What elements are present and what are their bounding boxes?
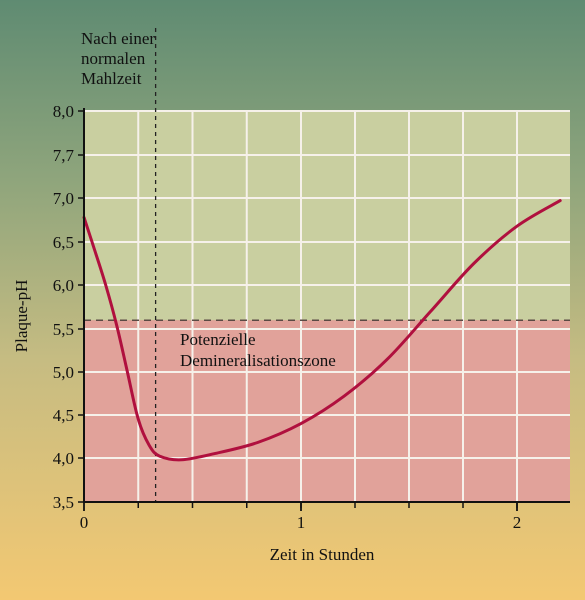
- meal-marker-label: Mahlzeit: [81, 69, 142, 88]
- x-tick-label: 1: [297, 513, 306, 532]
- y-tick-label: 4,0: [53, 449, 74, 468]
- x-tick-label: 2: [513, 513, 522, 532]
- y-tick-label: 8,0: [53, 102, 74, 121]
- y-tick-label: 6,5: [53, 233, 74, 252]
- x-tick-label: 0: [80, 513, 89, 532]
- y-tick-label: 5,0: [53, 363, 74, 382]
- y-axis-title: Plaque-pH: [12, 280, 31, 353]
- plaque-ph-curve: [82, 199, 562, 462]
- y-tick-label: 4,5: [53, 406, 74, 425]
- y-tick-label: 7,7: [53, 146, 75, 165]
- demineralisation-zone-label: Potenzielle: [180, 330, 256, 349]
- y-tick-label: 7,0: [53, 189, 74, 208]
- meal-marker-label: Nach einer: [81, 29, 155, 48]
- y-tick-label: 5,5: [53, 320, 74, 339]
- x-axis-title: Zeit in Stunden: [270, 545, 375, 564]
- demineralisation-zone-region: [84, 320, 570, 502]
- demineralisation-zone-label: Demineralisationszone: [180, 351, 336, 370]
- meal-marker-label: normalen: [81, 49, 146, 68]
- safe-zone-region: [84, 110, 570, 321]
- y-tick-label: 3,5: [53, 493, 74, 512]
- y-tick-label: 6,0: [53, 276, 74, 295]
